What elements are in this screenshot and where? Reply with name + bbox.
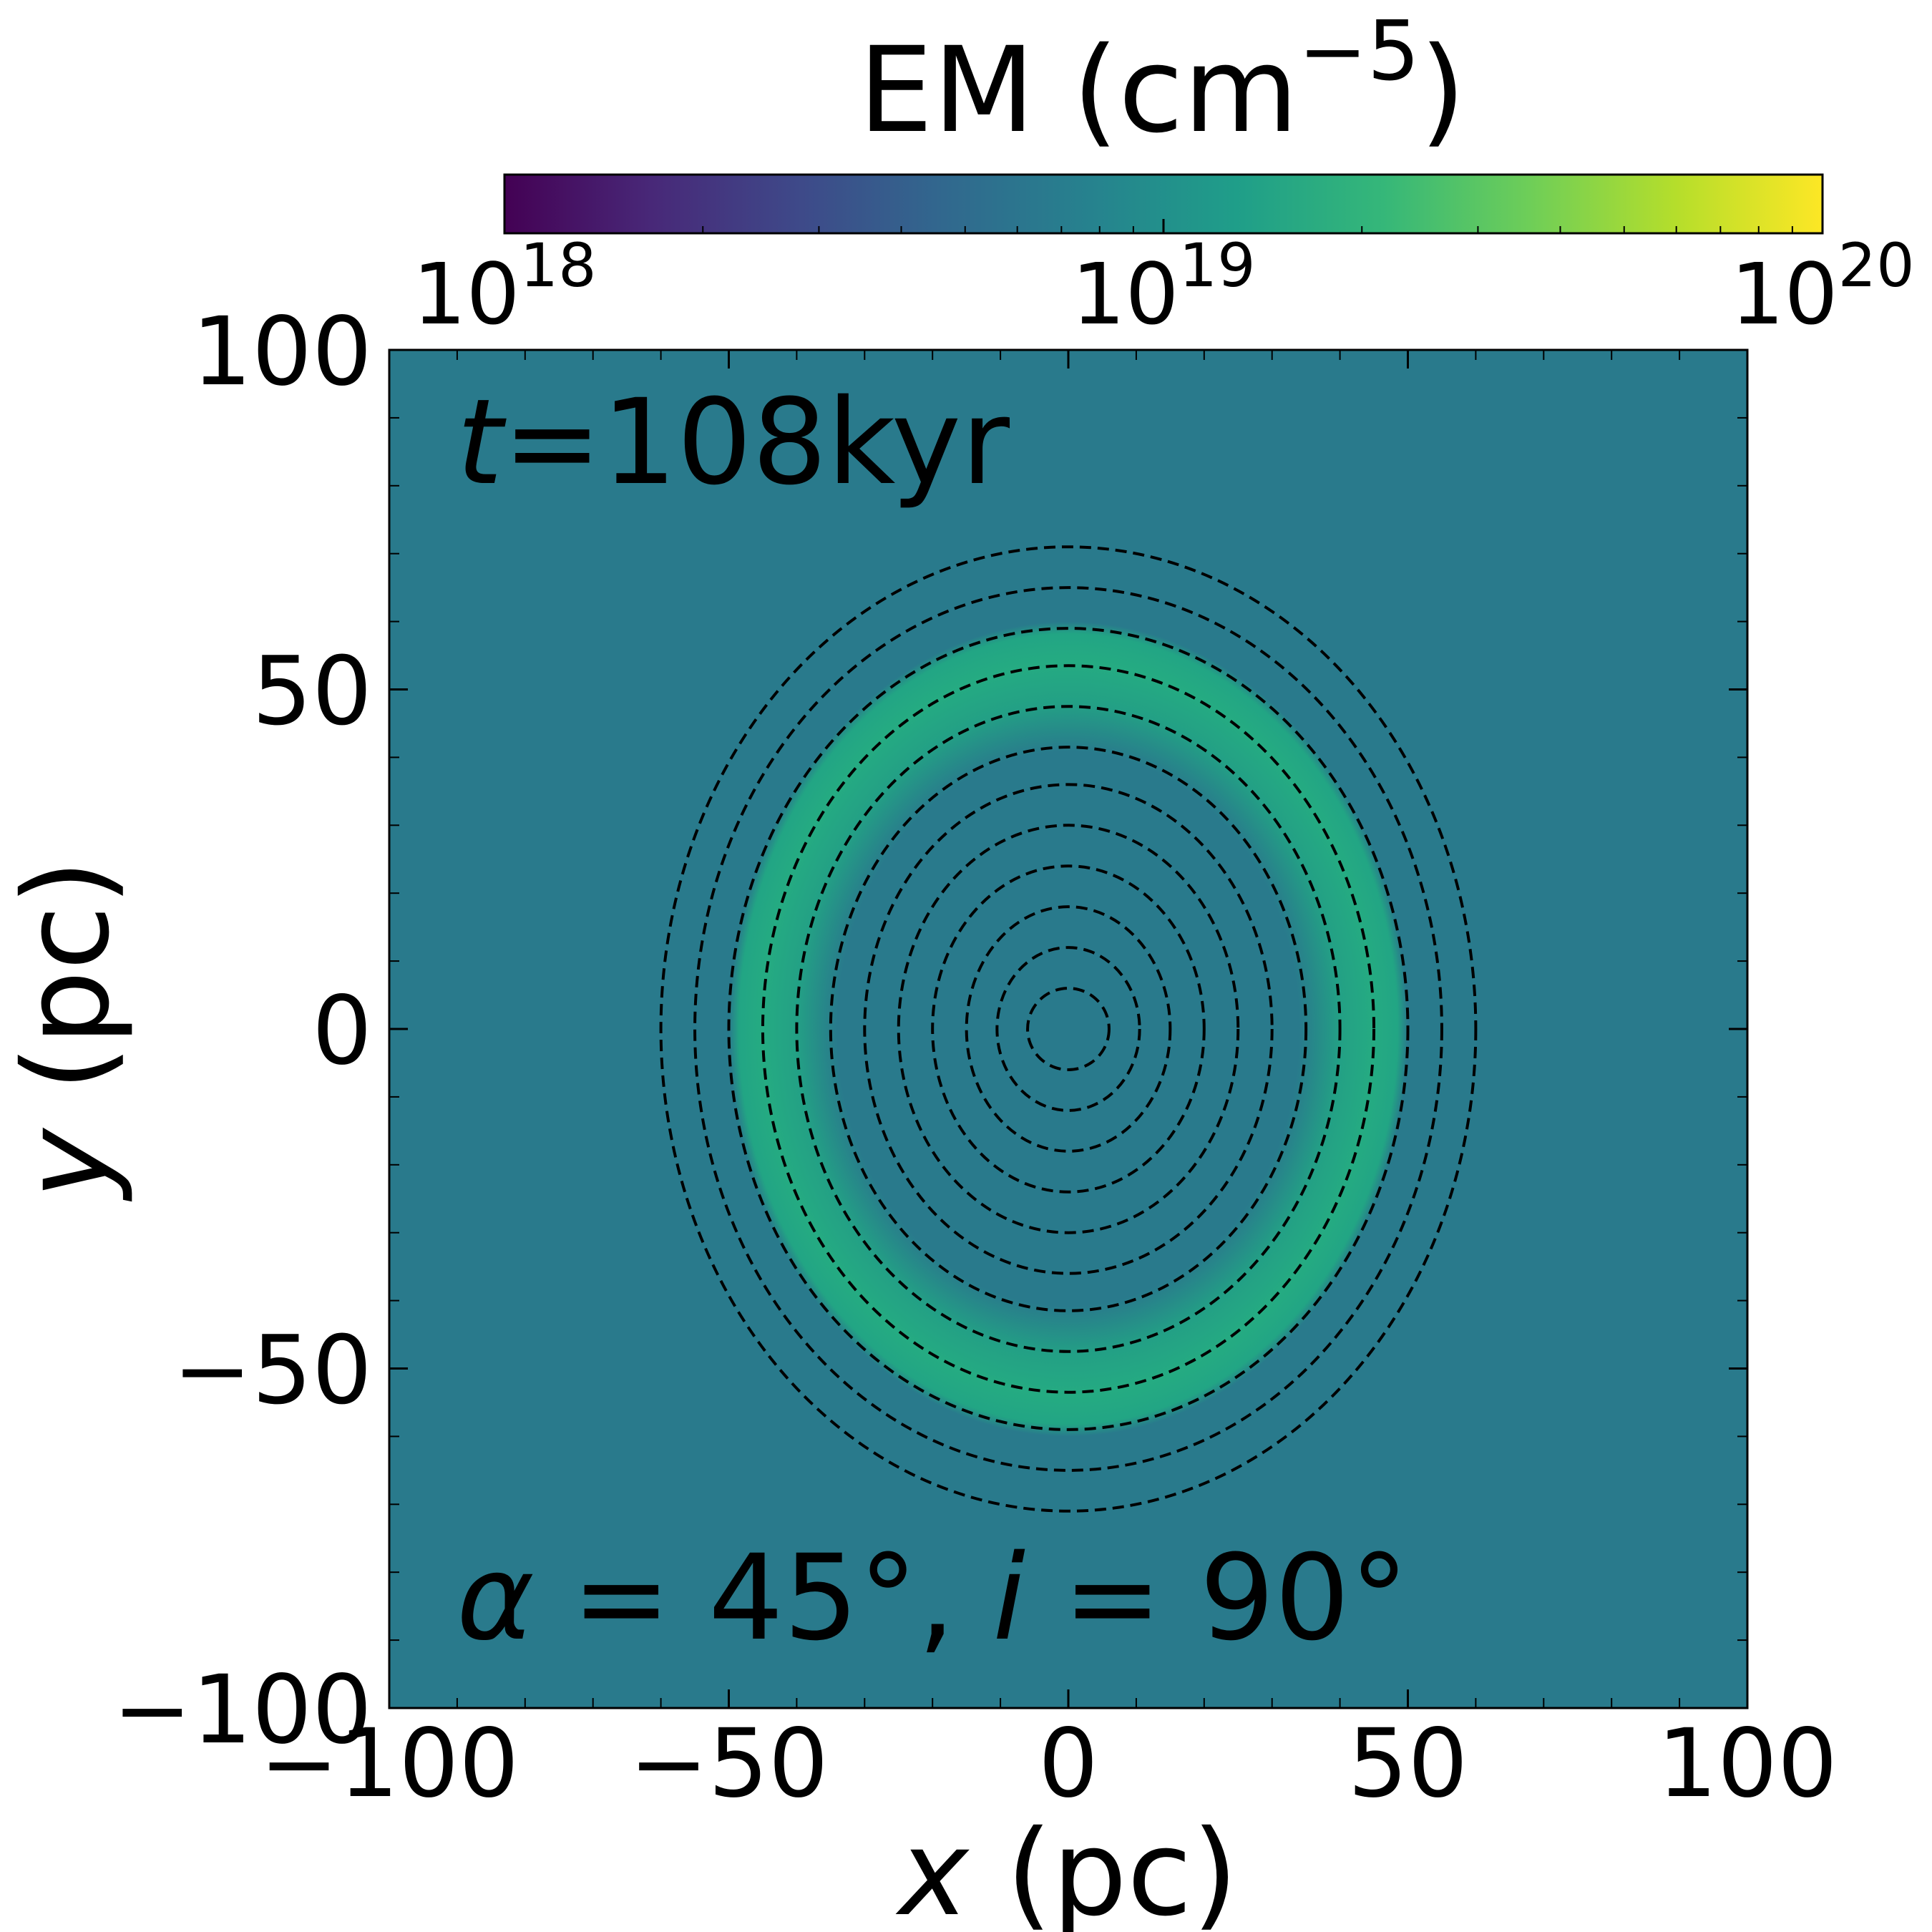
y-axis-label: y (pc) [0, 859, 135, 1202]
contour-line [727, 627, 1410, 1431]
colorbar-tick-label: 1020 [1730, 230, 1914, 343]
angle-annotation: α = 45°, i = 90° [457, 1529, 1409, 1667]
axis-ticks [388, 348, 1749, 1709]
y-tick-label: −100 [112, 1655, 372, 1765]
x-axis-label: x (pc) [895, 1805, 1238, 1932]
contour-line [995, 946, 1141, 1112]
time-annotation: t=108kyr [457, 374, 1010, 511]
emission-shell [728, 621, 1408, 1437]
contour-line [795, 705, 1342, 1353]
contour-line [829, 746, 1308, 1312]
y-tick-label: 0 [312, 976, 372, 1086]
contour-line [965, 905, 1172, 1153]
contour-line [863, 783, 1274, 1275]
contour-line [659, 545, 1478, 1513]
x-tick-label: −100 [260, 1709, 519, 1819]
colorbar-tick-label: 1019 [1071, 230, 1255, 343]
contour-line [931, 864, 1206, 1194]
contour-line [761, 664, 1376, 1394]
y-tick-label: 100 [192, 297, 372, 407]
contour-line [1026, 987, 1111, 1071]
x-tick-label: 50 [1348, 1709, 1468, 1819]
colorbar-label: EM (cm−5) [859, 4, 1466, 159]
x-tick-label: 100 [1657, 1709, 1838, 1819]
y-tick-labels: −100 −50 0 50 100 [112, 297, 372, 1765]
colorbar-tick-label: 1018 [412, 230, 596, 343]
y-tick-label: 50 [252, 637, 372, 747]
x-tick-label: −50 [629, 1709, 829, 1819]
x-tick-label: 0 [1038, 1709, 1098, 1819]
contour-line [897, 824, 1240, 1234]
colorbar-ticks: 1018 1019 1020 [412, 219, 1915, 343]
plot-area: −100 −50 0 50 100 −100 −50 0 50 100 t=108kyr α =… [112, 297, 1838, 1819]
contour-line [693, 586, 1443, 1472]
colorbar: EM (cm−5) 1018 1019 1020 [412, 4, 1914, 343]
x-tick-labels: −100 −50 0 50 100 [260, 1709, 1838, 1819]
y-tick-label: −50 [172, 1316, 372, 1426]
contour-group [659, 545, 1478, 1513]
